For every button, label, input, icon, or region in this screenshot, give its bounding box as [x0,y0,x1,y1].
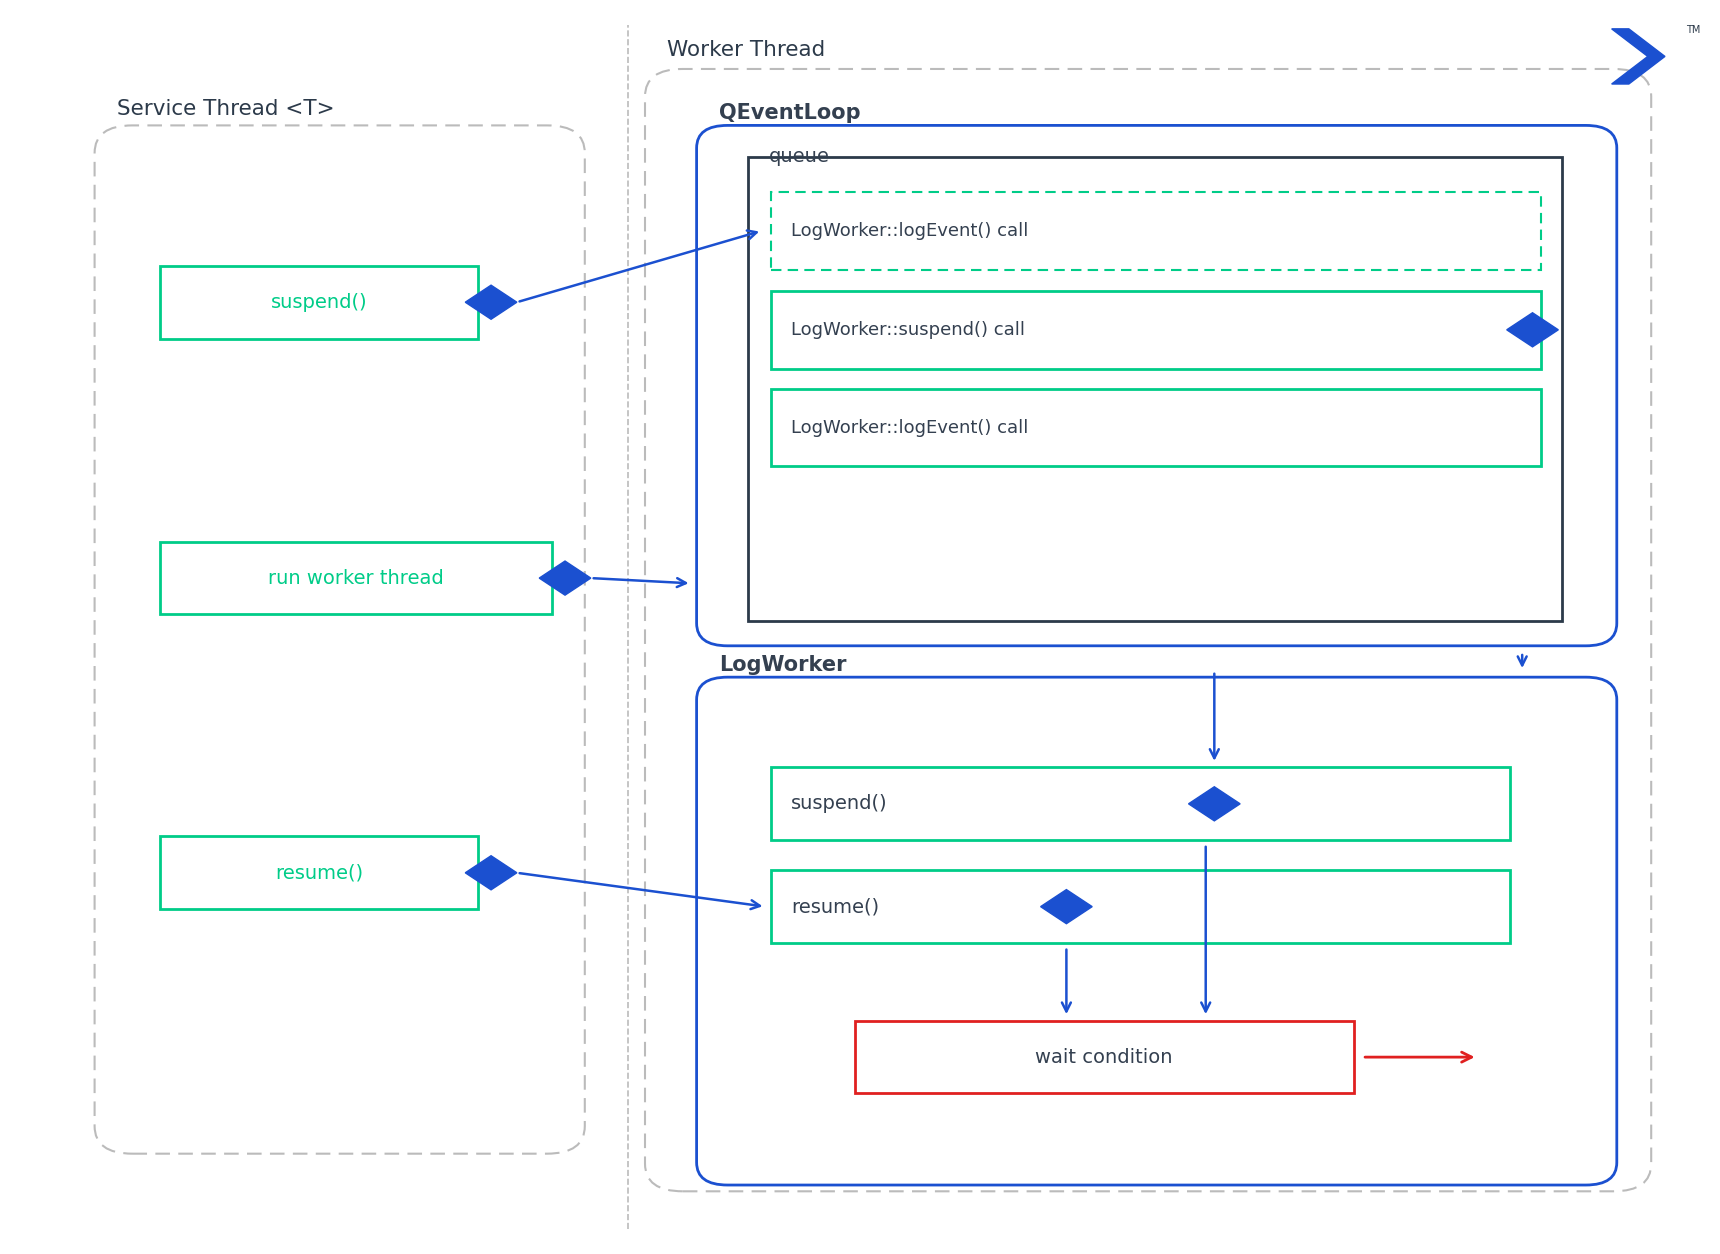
Bar [160,266,478,339]
FancyBboxPatch shape [697,677,1617,1185]
Bar [771,192,1541,270]
Polygon shape [1041,889,1092,924]
Text: LogWorker::logEvent() call: LogWorker::logEvent() call [791,222,1029,240]
Text: suspend(): suspend() [791,794,888,814]
Bar [771,291,1541,369]
Text: LogWorker: LogWorker [719,655,846,675]
Bar [160,542,552,614]
Polygon shape [1507,312,1558,347]
Bar [771,767,1510,840]
Bar [160,836,478,909]
Polygon shape [464,285,518,320]
Bar [771,870,1510,943]
Polygon shape [464,855,518,890]
Text: LogWorker::suspend() call: LogWorker::suspend() call [791,321,1025,339]
Text: resume(): resume() [791,897,879,917]
Text: QEventLoop: QEventLoop [719,103,860,123]
Bar [771,389,1541,466]
Polygon shape [1612,29,1665,84]
FancyBboxPatch shape [645,69,1651,1191]
Polygon shape [540,561,592,596]
Text: resume(): resume() [275,863,363,883]
Text: Worker Thread: Worker Thread [667,40,826,60]
Text: queue: queue [769,147,829,166]
Text: suspend(): suspend() [270,292,368,312]
Text: LogWorker::logEvent() call: LogWorker::logEvent() call [791,419,1029,436]
Text: wait condition: wait condition [1035,1047,1173,1067]
FancyBboxPatch shape [95,125,585,1154]
Bar [748,157,1562,621]
Polygon shape [1189,786,1240,821]
Bar [855,1021,1354,1093]
Text: Service Thread <T>: Service Thread <T> [117,99,335,119]
Text: TM: TM [1686,25,1699,35]
FancyBboxPatch shape [697,125,1617,646]
Text: run worker thread: run worker thread [268,568,444,588]
